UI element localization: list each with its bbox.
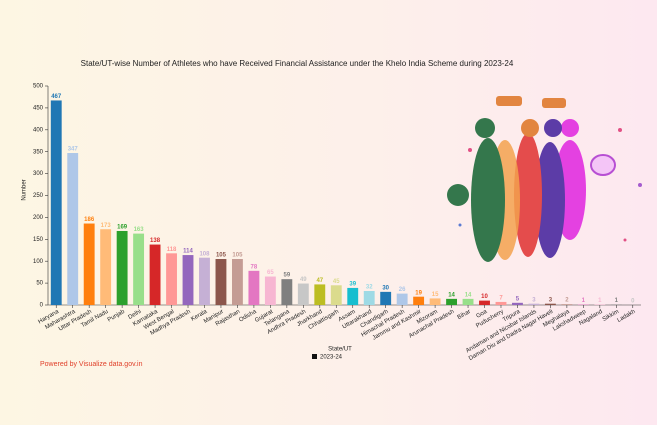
value-label: 3: [532, 297, 536, 303]
value-label: 1: [598, 298, 602, 304]
value-label: 49: [300, 277, 307, 283]
bar: [182, 255, 194, 305]
bar: [479, 300, 490, 305]
value-label: 105: [216, 253, 227, 259]
value-label: 26: [399, 287, 406, 293]
value-label: 118: [167, 247, 177, 253]
value-label: 2: [565, 298, 569, 304]
bar: [215, 259, 227, 305]
bar: [429, 298, 441, 305]
value-label: 59: [284, 273, 291, 279]
bar: [528, 303, 540, 305]
bar: [544, 303, 556, 305]
y-tick-label: 250: [33, 193, 44, 199]
value-label: 32: [366, 285, 373, 291]
x-tick-label: Punjab: [107, 309, 127, 324]
bar: [314, 284, 326, 305]
value-label: 105: [232, 253, 243, 259]
illustration: [447, 96, 642, 262]
chart-title: State/UT-wise Number of Athletes who hav…: [81, 59, 514, 68]
value-label: 39: [349, 281, 356, 287]
bar: [231, 259, 243, 305]
y-tick-label: 200: [33, 215, 44, 221]
y-tick-label: 500: [33, 84, 44, 90]
bar: [149, 244, 161, 305]
x-axis-label: State/UT: [328, 347, 352, 353]
value-label: 138: [150, 238, 161, 244]
y-tick-label: 350: [33, 149, 44, 155]
bar: [297, 283, 309, 305]
x-tick-label: Ladakh: [617, 309, 637, 324]
bar: [100, 229, 112, 305]
value-label: 186: [84, 217, 95, 223]
y-tick-label: 100: [33, 259, 44, 265]
bar: [199, 257, 210, 305]
bar: [413, 296, 425, 305]
bar: [446, 298, 458, 305]
value-label: 65: [267, 270, 274, 276]
y-tick-label: 0: [40, 303, 44, 309]
bar: [83, 223, 95, 305]
bar: [347, 287, 359, 305]
bar: [462, 298, 474, 305]
bar: [133, 233, 145, 305]
y-tick-label: 50: [36, 281, 43, 287]
bar: [363, 290, 375, 305]
bar: [512, 302, 523, 305]
bar: [264, 276, 276, 305]
y-tick-label: 400: [33, 127, 44, 133]
y-tick-label: 300: [33, 171, 44, 177]
bar: [67, 153, 79, 305]
x-tick-label: Bihar: [457, 309, 472, 321]
value-label: 47: [316, 278, 323, 284]
value-label: 108: [199, 251, 210, 257]
value-label: 14: [465, 292, 472, 298]
value-label: 10: [481, 294, 488, 300]
value-label: 173: [101, 223, 112, 229]
value-label: 1: [615, 298, 619, 304]
y-tick-label: 150: [33, 237, 44, 243]
x-tick-label: Goa: [475, 309, 488, 320]
value-label: 3: [549, 297, 553, 303]
value-label: 163: [134, 227, 145, 233]
bar: [380, 291, 392, 305]
bar: [116, 230, 128, 305]
value-label: 19: [415, 290, 422, 296]
y-axis-label: Number: [22, 179, 28, 200]
value-label: 0: [631, 299, 635, 305]
value-label: 30: [382, 285, 389, 291]
value-label: 78: [251, 264, 258, 270]
value-label: 467: [51, 94, 62, 100]
value-label: 347: [68, 147, 79, 153]
value-label: 7: [499, 296, 503, 302]
bar: [396, 293, 408, 305]
value-label: 5: [516, 296, 520, 302]
bar: [50, 100, 62, 305]
value-label: 14: [448, 292, 455, 298]
legend-marker: [312, 354, 317, 359]
value-label: 114: [183, 249, 193, 255]
bar: [495, 301, 507, 305]
y-tick-label: 450: [33, 105, 44, 111]
value-label: 15: [432, 292, 439, 298]
bar: [561, 304, 573, 305]
bar: [166, 253, 177, 305]
value-label: 1: [582, 298, 586, 304]
bar: [248, 270, 260, 305]
legend-label: 2023-24: [320, 355, 343, 361]
bar: [281, 279, 293, 305]
value-label: 169: [117, 225, 128, 231]
value-label: 45: [333, 279, 340, 285]
footer: Powered by Visualize data.gov.in: [40, 361, 143, 368]
bar: [330, 285, 342, 305]
